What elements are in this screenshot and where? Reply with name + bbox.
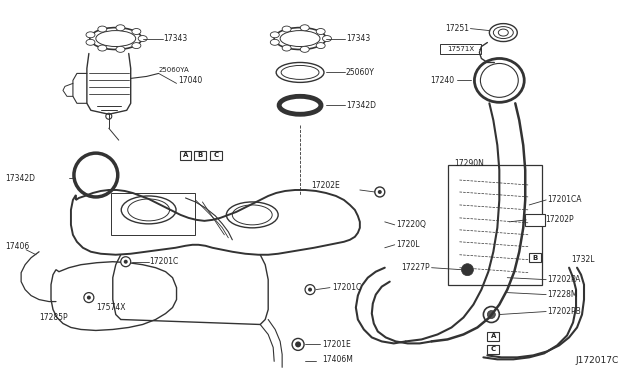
Text: 17202E: 17202E [311, 180, 340, 189]
Circle shape [308, 288, 312, 292]
Text: A: A [491, 333, 496, 339]
Text: J172017C: J172017C [575, 356, 619, 365]
FancyBboxPatch shape [180, 151, 191, 160]
Text: 17251: 17251 [445, 24, 469, 33]
Circle shape [87, 296, 91, 299]
Text: 17202PB: 17202PB [547, 307, 581, 316]
Bar [447, 165, 542, 285]
Text: 1732L: 1732L [571, 255, 595, 264]
Ellipse shape [86, 39, 95, 45]
Ellipse shape [300, 25, 309, 31]
Text: 17040: 17040 [179, 76, 203, 85]
FancyBboxPatch shape [488, 345, 499, 354]
Ellipse shape [316, 43, 325, 49]
Text: 17201E: 17201E [322, 340, 351, 349]
Text: 25060YA: 25060YA [159, 67, 189, 73]
Ellipse shape [270, 39, 279, 45]
Ellipse shape [132, 43, 141, 49]
Text: 17285P: 17285P [39, 313, 68, 322]
Circle shape [295, 341, 301, 347]
Ellipse shape [282, 26, 291, 32]
Ellipse shape [132, 29, 141, 35]
Ellipse shape [323, 36, 332, 42]
FancyBboxPatch shape [211, 151, 222, 160]
Text: B: B [198, 152, 203, 158]
Ellipse shape [270, 32, 279, 38]
Circle shape [378, 190, 382, 194]
Ellipse shape [300, 46, 309, 52]
Ellipse shape [116, 46, 125, 52]
Bar [111, 193, 195, 235]
Text: 17342D: 17342D [5, 173, 35, 183]
Text: 17201C: 17201C [150, 257, 179, 266]
Ellipse shape [138, 36, 147, 42]
Circle shape [124, 260, 128, 264]
Text: 17290N: 17290N [454, 158, 484, 167]
Text: C: C [214, 152, 219, 158]
Text: C: C [491, 346, 496, 352]
Text: 17227P: 17227P [401, 263, 429, 272]
Text: 1720L: 1720L [396, 240, 419, 249]
Text: 17201C: 17201C [332, 283, 361, 292]
Text: B: B [532, 255, 538, 261]
Ellipse shape [282, 45, 291, 51]
Text: 25060Y: 25060Y [346, 68, 375, 77]
Circle shape [305, 285, 315, 295]
Text: 17240: 17240 [430, 76, 454, 85]
Text: A: A [183, 152, 188, 158]
Circle shape [106, 113, 112, 119]
Text: 17406M: 17406M [322, 355, 353, 364]
Circle shape [121, 257, 131, 267]
Text: 17571X: 17571X [447, 45, 474, 51]
FancyBboxPatch shape [195, 151, 207, 160]
Ellipse shape [316, 29, 325, 35]
Text: 17220Q: 17220Q [396, 220, 426, 230]
FancyBboxPatch shape [525, 214, 545, 226]
Circle shape [375, 187, 385, 197]
Text: 17201CA: 17201CA [547, 195, 582, 205]
Text: 17343: 17343 [346, 34, 370, 43]
Ellipse shape [116, 25, 125, 31]
Text: 17202P: 17202P [545, 215, 574, 224]
Ellipse shape [86, 32, 95, 38]
Text: 17574X: 17574X [96, 303, 125, 312]
Bar [440, 44, 481, 54]
Text: 17342D: 17342D [346, 101, 376, 110]
FancyBboxPatch shape [488, 332, 499, 341]
Text: 17228M: 17228M [547, 290, 578, 299]
Ellipse shape [98, 26, 107, 32]
Text: 17202PA: 17202PA [547, 275, 580, 284]
FancyBboxPatch shape [529, 253, 541, 262]
Ellipse shape [98, 45, 107, 51]
Text: 17343: 17343 [164, 34, 188, 43]
Circle shape [488, 311, 495, 318]
Text: 17406: 17406 [5, 242, 29, 251]
Circle shape [461, 264, 474, 276]
Circle shape [84, 293, 94, 302]
